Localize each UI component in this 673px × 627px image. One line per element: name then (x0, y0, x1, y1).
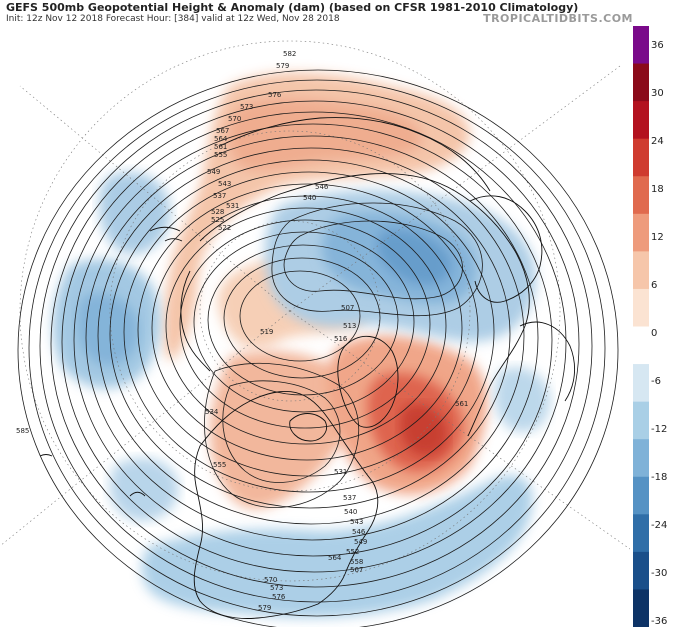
colorbar-swatch (633, 364, 649, 403)
colorbar-swatches (633, 26, 649, 627)
colorbar-swatch (633, 138, 649, 177)
colorbar-swatch (633, 401, 649, 440)
height-label: 513 (343, 322, 356, 330)
height-label: 564 (328, 554, 342, 562)
height-label: 564 (214, 135, 228, 143)
height-label: 540 (344, 508, 357, 516)
height-contours (17, 69, 619, 627)
height-label: 549 (354, 538, 367, 546)
colorbar-swatch (633, 439, 649, 478)
eurasia-coast (199, 173, 530, 437)
height-label: 552 (346, 548, 359, 556)
colorbar-tick: 12 (651, 232, 664, 243)
colorbar-swatch (633, 589, 649, 627)
anomaly-colorbar: 36 30 24 18 12 6 0 -6 -12 -18 -24 -30 -3… (633, 26, 673, 627)
height-label: 576 (272, 593, 286, 601)
colorbar-tick: 36 (651, 40, 664, 51)
height-label: 531 (334, 468, 347, 476)
colorbar-tick: 6 (651, 280, 658, 291)
height-label: 543 (350, 518, 363, 526)
height-label: 570 (228, 115, 241, 123)
height-label: 537 (343, 494, 356, 502)
colorbar-swatch (633, 213, 649, 252)
north-america-coast (193, 390, 379, 619)
height-label: 522 (218, 224, 231, 232)
polar-map: 582 579 576 573 570 567 564 561 555 549 … (0, 26, 630, 627)
colorbar-tick: 30 (651, 88, 664, 99)
brand-watermark: TROPICALTIDBITS.COM (483, 12, 633, 25)
height-label: 558 (350, 558, 363, 566)
header: GEFS 500mb Geopotential Height & Anomaly… (0, 0, 673, 26)
colorbar-swatch (633, 551, 649, 590)
colorbar-tick: 18 (651, 184, 664, 195)
height-label: 579 (276, 62, 289, 70)
colorbar-swatch (633, 176, 649, 215)
height-label: 525 (211, 216, 224, 224)
negative-anomaly-atlantic (141, 475, 533, 618)
height-label: 555 (213, 461, 226, 469)
colorbar-swatch (633, 288, 649, 327)
positive-anomaly-asia (228, 98, 422, 171)
height-label: 516 (334, 335, 348, 343)
height-label: 555 (214, 151, 227, 159)
negative-anomaly-north-pacific-core (77, 293, 139, 366)
height-label: 570 (264, 576, 277, 584)
negative-anomaly-pacific-south (109, 458, 179, 521)
colorbar-swatch (633, 476, 649, 515)
height-label: 543 (218, 180, 231, 188)
height-label: 576 (268, 91, 282, 99)
colorbar-tick: -36 (651, 616, 668, 627)
height-label: 567 (216, 127, 229, 135)
positive-anomaly-north-america (210, 351, 354, 509)
height-label: 540 (303, 194, 316, 202)
colorbar-swatch (633, 26, 649, 65)
greenland-coast (337, 336, 399, 428)
height-label: 567 (350, 566, 363, 574)
colorbar-tick: -18 (651, 472, 668, 483)
contour-labels: 582 579 576 573 570 567 564 561 555 549 … (16, 50, 468, 612)
height-label: 534 (205, 408, 219, 416)
colorbar-swatch (633, 251, 649, 290)
init-valid-line: Init: 12z Nov 12 2018 Forecast Hour: [38… (6, 14, 340, 24)
colorbar-swatch (633, 101, 649, 140)
coastlines (39, 117, 576, 619)
height-label: 507 (341, 304, 354, 312)
height-label: 585 (16, 427, 29, 435)
negative-anomaly-europe-max (377, 229, 451, 285)
height-label: 528 (211, 208, 224, 216)
height-label: 573 (270, 584, 283, 592)
colorbar-tick: 0 (651, 328, 658, 339)
colorbar-swatch (633, 514, 649, 553)
height-label: 561 (455, 400, 468, 408)
height-label: 546 (315, 183, 329, 191)
anomaly-shading (52, 72, 551, 618)
height-label: 537 (213, 192, 226, 200)
colorbar-tick: -24 (651, 520, 668, 531)
height-label: 573 (240, 103, 253, 111)
height-label: 531 (226, 202, 239, 210)
height-label: 549 (207, 168, 220, 176)
colorbar-tick: 24 (651, 136, 664, 147)
colorbar-tick: -6 (651, 376, 661, 387)
height-label: 519 (260, 328, 273, 336)
colorbar-tick: -12 (651, 424, 668, 435)
colorbar-swatch (633, 63, 649, 102)
colorbar-tick: -30 (651, 568, 668, 579)
graticule (0, 40, 630, 582)
height-label: 582 (283, 50, 296, 58)
height-label: 546 (352, 528, 366, 536)
map-title: GEFS 500mb Geopotential Height & Anomaly… (6, 1, 579, 14)
height-label: 561 (214, 143, 227, 151)
negative-anomaly-asia-east (494, 367, 551, 432)
colorbar-swatch (633, 326, 649, 365)
europe-coast (469, 195, 543, 303)
height-label: 579 (258, 604, 271, 612)
